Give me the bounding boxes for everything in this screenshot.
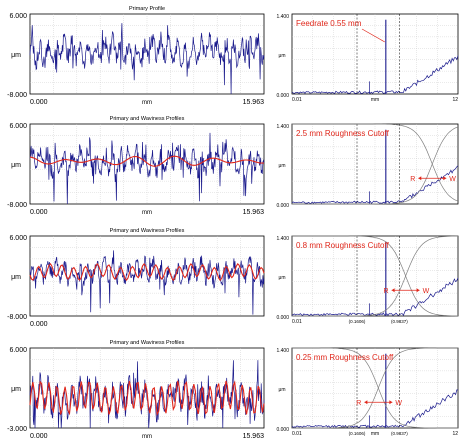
roughness-filter-curve <box>292 347 458 429</box>
profile-panel-4: Primary and Waviness Profiles 6.000 -3.000… <box>7 340 265 440</box>
w-label: W <box>449 176 456 183</box>
x-axis-label: mm <box>371 97 379 103</box>
y-axis-label: μm <box>11 274 21 281</box>
w-label: W <box>423 288 430 295</box>
waviness-profile-line <box>29 380 265 416</box>
waviness-profile-line <box>29 263 265 282</box>
x-axis-label: mm <box>371 431 379 437</box>
r-arrowhead <box>418 176 422 181</box>
y-tick-label-top: 6.000 <box>9 235 27 242</box>
r-label: R <box>410 176 415 183</box>
w-label: W <box>395 400 402 407</box>
waviness-profile-line <box>29 155 265 167</box>
panel-title: Primary and Waviness Profiles <box>110 340 185 346</box>
x-tick-label-first: 0.000 <box>30 321 48 328</box>
waviness-filter-curve <box>292 347 458 429</box>
y-tick-label-top: 1.400 <box>276 124 289 130</box>
x-tick-label-last: 12 <box>452 431 458 437</box>
spectrum-panel-4: 1.400 0.000 μm 0.01 12 mm (0.1606) (0.9837) R W 0.… <box>276 347 459 437</box>
spectrum-line <box>291 165 459 204</box>
y-tick-label-bottom: 0.000 <box>276 315 289 321</box>
x-tick-label-first: 0.000 <box>30 99 48 106</box>
y-axis-label: μm <box>11 162 21 169</box>
y-tick-label-bottom: -8.000 <box>7 314 27 321</box>
x-tick-label-last: 15.963 <box>243 99 265 106</box>
y-tick-label-bottom: -3.000 <box>7 426 27 433</box>
roughness-filter-curve <box>292 235 458 317</box>
y-tick-label-top: 6.000 <box>9 347 27 354</box>
x-tick-label-first: 0.000 <box>30 209 48 216</box>
w-arrowhead <box>389 400 393 405</box>
spectrum-panel-3: 1.400 0.000 μm 0.01 (0.1606) (0.9837) R W 0.8 mm… <box>276 235 459 325</box>
y-tick-label-top: 6.000 <box>9 13 27 20</box>
spectrum-annotation: Feedrate 0.55 mm <box>296 19 362 28</box>
r-label: R <box>356 400 361 407</box>
spectrum-line <box>291 389 459 428</box>
x-axis-label: mm <box>142 434 152 440</box>
spectrum-annotation: 2.5 mm Roughness Cutoff <box>296 129 390 138</box>
profile-panel-3: Primary and Waviness Profiles 6.000 -8.000… <box>7 228 265 328</box>
x-axis-label: mm <box>142 100 152 106</box>
feedrate-pointer <box>361 28 385 43</box>
y-tick-label-bottom: -8.000 <box>7 202 27 209</box>
x-tick-label-first: 0.01 <box>292 319 302 325</box>
r-arrowhead <box>391 288 395 293</box>
w-arrowhead <box>443 176 447 181</box>
y-tick-label-bottom: 0.000 <box>276 93 289 99</box>
y-tick-label-bottom: -8.000 <box>7 92 27 99</box>
x-tick-label-first: 0.01 <box>292 97 302 103</box>
profile-panel-1: Primary Profile 6.000 -8.000 μm 0.000 15.963 m… <box>7 6 265 106</box>
spectrum-line <box>291 55 459 94</box>
panel-title: Primary and Waviness Profiles <box>110 116 185 122</box>
x-tick-label-last: 12 <box>452 97 458 103</box>
y-axis-label: μm <box>11 386 21 393</box>
cutoff-marker-label: (0.9837) <box>391 431 408 436</box>
y-tick-label-top: 1.400 <box>276 14 289 20</box>
cutoff-marker-label: (0.1606) <box>349 319 366 324</box>
primary-profile-line <box>29 132 265 205</box>
x-axis-label: mm <box>142 210 152 216</box>
y-axis-label: μm <box>278 53 285 59</box>
y-axis-label: μm <box>278 163 285 169</box>
x-tick-label-first: 0.000 <box>30 433 48 440</box>
w-arrowhead <box>416 288 420 293</box>
y-axis-label: μm <box>11 52 21 59</box>
x-tick-label-first: 0.01 <box>292 431 302 437</box>
r-label: R <box>384 288 389 295</box>
primary-profile-line <box>29 23 265 95</box>
waviness-filter-curve <box>292 126 459 205</box>
panel-title: Primary and Waviness Profiles <box>110 228 185 234</box>
panel-title: Primary Profile <box>129 6 165 12</box>
x-tick-label-last: 15.963 <box>243 433 265 440</box>
spectrum-annotation: 0.25 mm Roughness Cutoff <box>296 353 394 362</box>
waviness-filter-curve <box>292 235 458 317</box>
y-tick-label-top: 1.400 <box>276 236 289 242</box>
y-tick-label-top: 1.400 <box>276 348 289 354</box>
y-tick-label-bottom: 0.000 <box>276 427 289 433</box>
cutoff-marker-label: (0.1606) <box>349 431 366 436</box>
profile-panel-2: Primary and Waviness Profiles 6.000 -8.000… <box>7 116 265 216</box>
y-axis-label: μm <box>278 275 285 281</box>
spectrum-panel-1: 1.400 0.000 μm 0.01 12 mm Feedrate 0.55 mm <box>276 13 459 103</box>
roughness-filter-curve <box>292 123 459 202</box>
cutoff-marker-label: (0.9837) <box>391 319 408 324</box>
r-arrowhead <box>364 400 368 405</box>
y-tick-label-bottom: 0.000 <box>276 203 289 209</box>
spectrum-panel-2: 1.400 0.000 μm R W 2.5 mm Roughness Cutoff <box>276 123 459 209</box>
y-tick-label-top: 6.000 <box>9 123 27 130</box>
y-axis-label: μm <box>278 387 285 393</box>
spectrum-annotation: 0.8 mm Roughness Cutoff <box>296 241 390 250</box>
x-tick-label-last: 15.963 <box>243 209 265 216</box>
